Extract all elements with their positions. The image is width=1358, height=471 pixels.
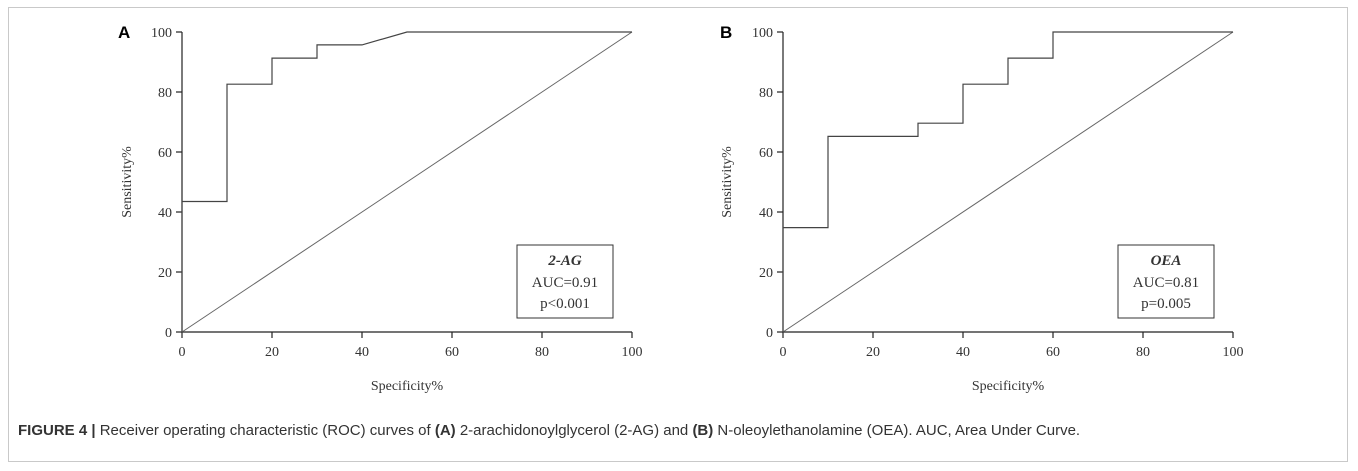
caption-text-3: N-oleoylethanolamine (OEA). AUC, Area Un…: [713, 422, 1081, 439]
figure-frame: [8, 7, 1348, 462]
x-tick-label: 40: [355, 345, 369, 360]
x-tick-label: 60: [1046, 345, 1060, 360]
x-axis-label: Specificity%: [371, 379, 444, 394]
x-tick-label: 80: [1136, 345, 1150, 360]
roc-curve-b: [782, 31, 1233, 332]
chart-panel-a: A 0 20 40 60 80 100 0 20 40 60 80 100 Specificity% Sen…: [118, 23, 643, 394]
legend-auc: AUC=0.91: [532, 275, 598, 291]
caption-figure-label: FIGURE 4 |: [18, 422, 96, 439]
caption-text-1: Receiver operating characteristic (ROC) …: [95, 422, 435, 439]
chart-panel-b: B 0 20 40 60 80 100 0 20 40 60 80 100 Specificity% Sen…: [720, 23, 1244, 394]
y-tick-label: 20: [759, 266, 773, 281]
y-axis-label: Sensitivity%: [720, 146, 735, 218]
y-tick-label: 100: [752, 26, 773, 41]
y-tick-label: 40: [158, 206, 172, 221]
y-tick-label: 20: [158, 266, 172, 281]
x-tick-label: 0: [179, 345, 186, 360]
y-tick-label: 0: [165, 326, 172, 341]
legend-p-value: p<0.001: [540, 296, 590, 312]
legend-series-name: 2-AG: [547, 253, 582, 269]
x-tick-label: 100: [1223, 345, 1244, 360]
x-tick-label: 100: [622, 345, 643, 360]
figure-caption: FIGURE 4 | Receiver operating characteri…: [18, 422, 1338, 439]
legend-box: [1117, 244, 1215, 319]
y-tick-label: 100: [151, 26, 172, 41]
y-tick-label: 40: [759, 206, 773, 221]
y-tick-label: 80: [759, 86, 773, 101]
x-tick-label: 40: [956, 345, 970, 360]
y-tick-label: 60: [759, 146, 773, 161]
reference-line: [782, 31, 1234, 333]
legend-auc: AUC=0.81: [1133, 275, 1199, 291]
legend-box: [516, 244, 614, 319]
y-tick-label: 80: [158, 86, 172, 101]
y-tick-label: 60: [158, 146, 172, 161]
x-tick-label: 60: [445, 345, 459, 360]
legend-series-name: OEA: [1151, 253, 1182, 269]
panel-label-a: A: [118, 23, 130, 42]
x-axis-label: Specificity%: [972, 379, 1045, 394]
caption-label-a: (A): [434, 422, 456, 439]
caption-text-2: 2-arachidonoylglycerol (2-AG) and: [455, 422, 693, 439]
reference-line: [181, 31, 633, 333]
panel-label-b: B: [720, 23, 732, 42]
y-tick-label: 0: [766, 326, 773, 341]
y-axis-label: Sensitivity%: [120, 146, 135, 218]
x-tick-label: 0: [780, 345, 787, 360]
x-tick-label: 20: [265, 345, 279, 360]
x-tick-label: 20: [866, 345, 880, 360]
legend-p-value: p=0.005: [1141, 296, 1191, 312]
caption-label-b: (B): [692, 422, 714, 439]
roc-curve-a: [181, 31, 632, 332]
x-tick-label: 80: [535, 345, 549, 360]
